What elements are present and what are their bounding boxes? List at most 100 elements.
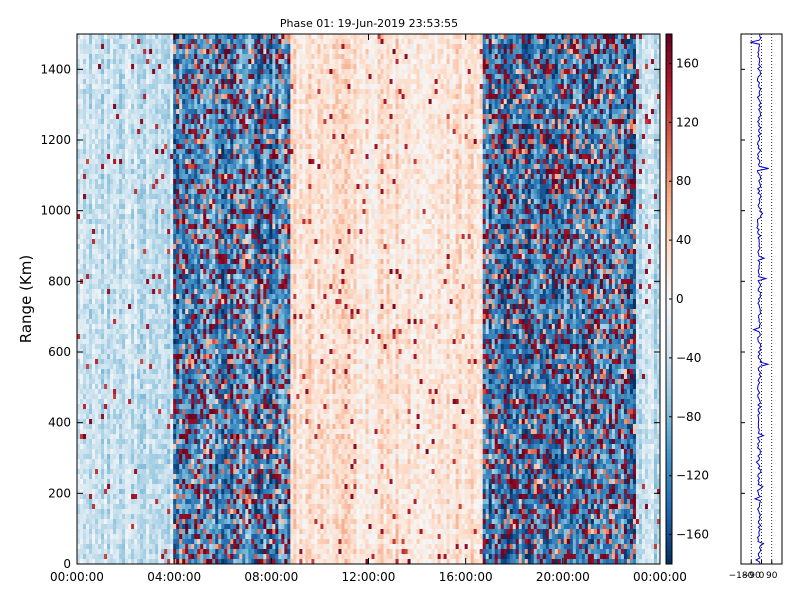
heatmap-cell [161, 359, 165, 365]
heatmap-cell [116, 454, 120, 460]
heatmap-cell [146, 389, 150, 395]
heatmap-cell [140, 54, 144, 60]
heatmap-cell [131, 39, 135, 45]
heatmap-cell [167, 269, 171, 275]
heatmap-cell [110, 529, 114, 535]
heatmap-cell [80, 189, 84, 195]
heatmap-cell [104, 139, 108, 145]
heatmap-cell [182, 34, 186, 40]
heatmap-cell [89, 459, 93, 465]
heatmap-cell [203, 344, 207, 350]
heatmap-cell [146, 434, 150, 440]
heatmap-cell [176, 289, 180, 295]
heatmap-cell [155, 394, 159, 400]
heatmap-cell [170, 184, 174, 190]
heatmap-cell [182, 149, 186, 155]
heatmap-cell [167, 344, 171, 350]
heatmap-cell [107, 529, 111, 535]
heatmap-cell [179, 269, 183, 275]
heatmap-cell [89, 264, 93, 270]
heatmap-cell [110, 344, 114, 350]
heatmap-cell [107, 459, 111, 465]
heatmap-cell [125, 339, 129, 345]
heatmap-cell [137, 169, 141, 175]
heatmap-cell [113, 559, 117, 565]
heatmap-cell [158, 374, 162, 380]
heatmap-cell [83, 559, 87, 565]
heatmap-cell [176, 479, 180, 485]
heatmap-cell [152, 259, 156, 265]
heatmap-cell [203, 324, 207, 330]
heatmap-cell [203, 439, 207, 445]
heatmap-cell [131, 369, 135, 375]
heatmap-cell [206, 394, 210, 400]
heatmap-cell [89, 84, 93, 90]
heatmap-cell [140, 349, 144, 355]
heatmap-cell [104, 179, 108, 185]
heatmap-cell [92, 509, 96, 515]
heatmap-cell [89, 354, 93, 360]
heatmap-cell [101, 114, 105, 120]
heatmap-cell [104, 334, 108, 340]
heatmap-cell [203, 179, 207, 185]
heatmap-cell [182, 79, 186, 85]
heatmap-cell [158, 449, 162, 455]
heatmap-cell [212, 194, 216, 200]
heatmap-cell [92, 319, 96, 325]
heatmap-cell [125, 359, 129, 365]
heatmap-cell [164, 409, 168, 415]
heatmap-cell [155, 69, 159, 75]
heatmap-cell [146, 349, 150, 355]
heatmap-cell [179, 439, 183, 445]
heatmap-cell [149, 349, 153, 355]
heatmap-cell [122, 204, 126, 210]
heatmap-cell [209, 369, 213, 375]
heatmap-cell [101, 469, 105, 475]
heatmap-cell [188, 559, 192, 565]
heatmap-cell [137, 199, 141, 205]
heatmap-cell [197, 469, 201, 475]
heatmap-cell [98, 399, 102, 405]
heatmap-cell [206, 209, 210, 215]
heatmap-cell [185, 404, 189, 410]
heatmap-cell [191, 474, 195, 480]
heatmap-cell [104, 289, 108, 295]
heatmap-cell [131, 34, 135, 40]
heatmap-cell [89, 99, 93, 105]
heatmap-cell [116, 219, 120, 225]
heatmap-cell [86, 219, 90, 225]
heatmap-cell [125, 264, 129, 270]
heatmap-cell [143, 424, 147, 430]
heatmap-cell [83, 549, 87, 555]
heatmap-cell [206, 109, 210, 115]
heatmap-cell [101, 499, 105, 505]
heatmap-cell [116, 374, 120, 380]
heatmap-cell [194, 74, 198, 80]
heatmap-cell [185, 74, 189, 80]
heatmap-cell [104, 279, 108, 285]
heatmap-cell [152, 469, 156, 475]
heatmap-cell [86, 314, 90, 320]
heatmap-cell [182, 259, 186, 265]
heatmap-cell [125, 59, 129, 65]
heatmap-cell [95, 434, 99, 440]
heatmap-cell [77, 344, 81, 350]
heatmap-cell [104, 79, 108, 85]
heatmap-cell [185, 149, 189, 155]
heatmap-cell [107, 224, 111, 230]
heatmap-cell [152, 419, 156, 425]
heatmap-cell [152, 239, 156, 245]
heatmap-cell [116, 479, 120, 485]
heatmap-cell [215, 414, 219, 420]
heatmap-cell [140, 239, 144, 245]
heatmap-cell [158, 289, 162, 295]
heatmap-cell [80, 294, 84, 300]
heatmap-cell [80, 284, 84, 290]
heatmap-cell [152, 59, 156, 65]
heatmap-cell [86, 379, 90, 385]
heatmap-cell [125, 324, 129, 330]
heatmap-cell [155, 329, 159, 335]
heatmap-cell [113, 374, 117, 380]
heatmap-cell [179, 469, 183, 475]
heatmap-cell [131, 554, 135, 560]
